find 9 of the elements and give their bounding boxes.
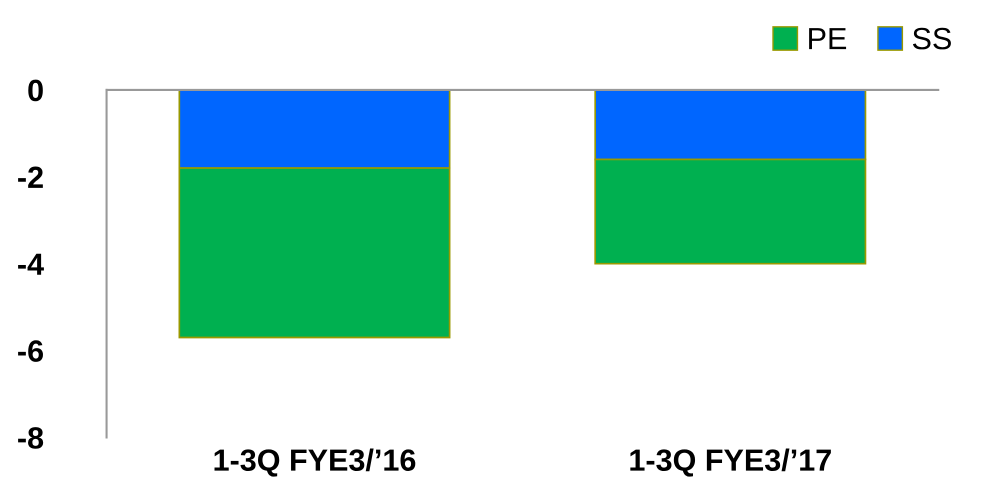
legend-label: SS (912, 28, 951, 50)
legend-label: PE (809, 28, 846, 50)
y-tick-label: 0 (28, 80, 43, 102)
y-tick-label: -4 (18, 254, 44, 275)
x-tick-label: 1-3Q FYE3/’17 (630, 448, 831, 477)
x-tick-label: 1-3Q FYE3/’16 (214, 448, 416, 477)
y-tick-label: -6 (18, 340, 43, 362)
y-tick-label: -8 (18, 427, 44, 449)
y-tick-label: -2 (18, 166, 43, 188)
